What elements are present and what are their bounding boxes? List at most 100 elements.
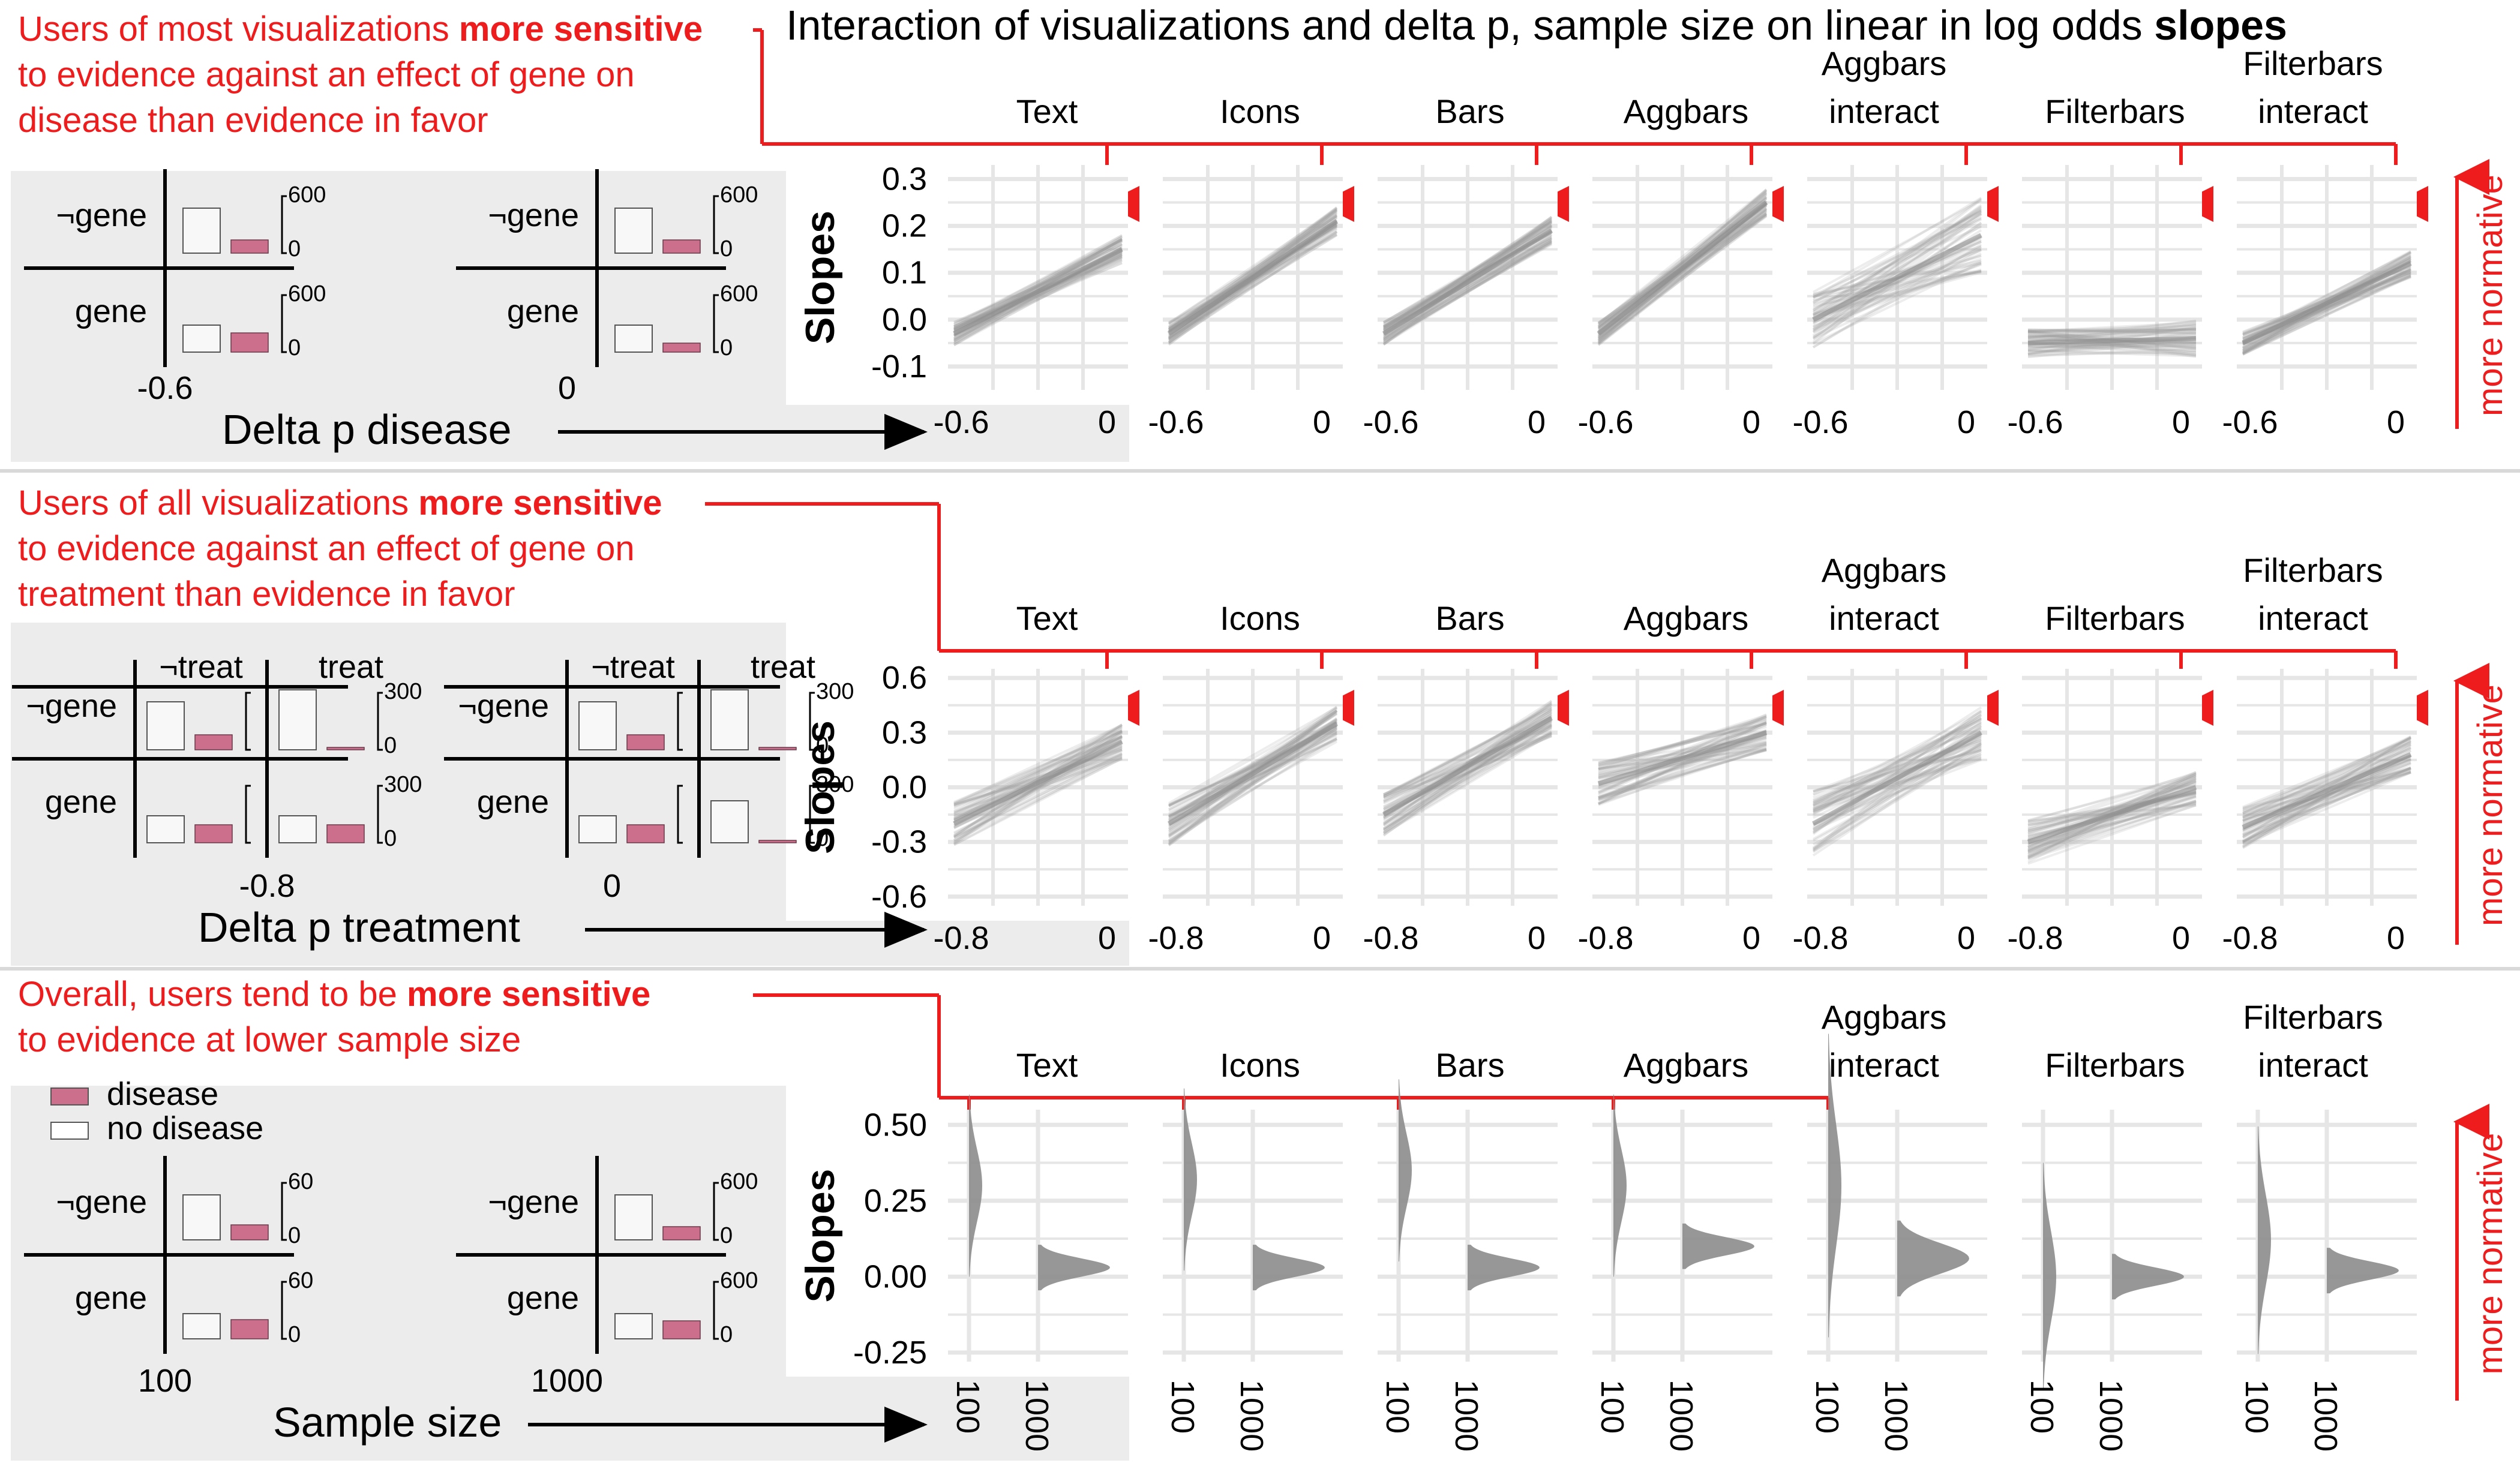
posterior-line [1382, 702, 1553, 813]
posterior-line [1168, 735, 1338, 844]
posterior-line [1813, 749, 1982, 796]
vis-label: Text [1016, 1046, 1078, 1084]
posterior-line [1168, 209, 1338, 331]
posterior-line [1598, 721, 1767, 767]
posterior-line [953, 737, 1123, 818]
posterior-line [953, 729, 1123, 805]
facet-bars: -0.8 0 [1363, 669, 1558, 956]
bar-disease [326, 824, 365, 843]
posterior-line [1813, 209, 1982, 304]
posterior-line [2242, 747, 2411, 822]
posterior-line [1382, 732, 1553, 836]
x-tick-label: -0.8 [2222, 920, 2278, 956]
x-tick-label: 1000 [1878, 1380, 1914, 1452]
posterior-line [1598, 749, 1767, 800]
posterior-line [1598, 719, 1767, 766]
posterior-line [2027, 319, 2197, 344]
posterior-line [2242, 738, 2411, 809]
posterior-line [2242, 274, 2411, 356]
matrix-col-label: 0 [603, 868, 621, 904]
posterior-line [2027, 345, 2197, 349]
posterior-line [2027, 327, 2197, 340]
posterior-line [1598, 720, 1767, 805]
posterior-line [2027, 791, 2197, 832]
bar-disease [194, 734, 233, 750]
vis-label: Aggbars [1624, 599, 1749, 637]
posterior-line [1598, 732, 1767, 798]
posterior-line [2027, 334, 2197, 338]
y-tick-label: 0.1 [882, 255, 927, 291]
posterior-line [1812, 208, 1982, 312]
x-tick-label: -0.8 [2007, 920, 2063, 956]
scale-bracket [677, 785, 683, 844]
posterior-line [2242, 767, 2411, 822]
x-tick-label: 1000 [2093, 1380, 2129, 1452]
posterior-line [1168, 223, 1338, 338]
mean-line [1597, 200, 1768, 336]
density-1000 [1253, 1245, 1325, 1291]
posterior-line [953, 730, 1123, 815]
posterior-line [1812, 248, 1982, 349]
posterior-line [953, 238, 1123, 325]
posterior-line [2027, 341, 2197, 349]
posterior-line [2027, 324, 2197, 333]
posterior-line [1598, 744, 1767, 798]
posterior-line [1383, 714, 1552, 796]
posterior-line [953, 725, 1123, 816]
vis-label: Text [1016, 599, 1078, 637]
posterior-line [1812, 204, 1982, 333]
posterior-line [1168, 740, 1337, 837]
y-tick-label: -0.3 [871, 824, 927, 860]
posterior-line [1382, 239, 1553, 346]
x-tick-label: -0.6 [2222, 404, 2278, 440]
posterior-line [1813, 753, 1982, 832]
posterior-line [2027, 780, 2197, 836]
posterior-line [1813, 710, 1982, 803]
posterior-line [1382, 241, 1553, 343]
posterior-line [2027, 792, 2197, 827]
vis-label: Filterbars [2243, 44, 2383, 82]
posterior-line [1168, 732, 1338, 837]
normative-label: more normative [2471, 1133, 2510, 1375]
x-tick-label: 100 [1379, 1380, 1415, 1434]
bar-disease [626, 824, 665, 843]
posterior-line [1813, 226, 1982, 299]
figure-title-prefix: Interaction of visualizations and delta … [786, 2, 2154, 49]
bar-disease [230, 332, 269, 353]
x-tick-label: -0.6 [1148, 404, 1204, 440]
posterior-line [2027, 343, 2197, 353]
posterior-line [1383, 724, 1552, 822]
posterior-line [953, 737, 1123, 820]
posterior-line [953, 243, 1123, 331]
posterior-line [2242, 758, 2411, 832]
posterior-line [1168, 208, 1338, 325]
scale-top: 600 [720, 182, 758, 208]
normative-label: more normative [2471, 175, 2510, 416]
scale-bracket [281, 1182, 287, 1241]
posterior-line [2027, 802, 2197, 854]
posterior-line [1382, 236, 1553, 340]
mean-line [1167, 721, 1339, 826]
y-tick-label: -0.25 [853, 1335, 927, 1371]
scale-bottom: 0 [720, 335, 733, 361]
x-tick-label: -0.8 [933, 920, 989, 956]
posterior-line [1813, 261, 1982, 345]
x-tick-label: 0 [2387, 404, 2405, 440]
bar-disease [230, 239, 269, 254]
posterior-line [1813, 743, 1982, 828]
posterior-line [1168, 214, 1338, 329]
posterior-line [1598, 721, 1767, 806]
posterior-line [1812, 731, 1982, 851]
posterior-line [953, 749, 1123, 828]
posterior-line [1382, 725, 1553, 834]
posterior-line [1598, 721, 1767, 768]
posterior-line [2027, 324, 2197, 351]
facet-text: -0.6 0 [933, 165, 1128, 440]
posterior-line [953, 726, 1123, 821]
posterior-line [2242, 758, 2411, 833]
posterior-line [1812, 748, 1982, 852]
posterior-line [2242, 737, 2412, 839]
posterior-line [953, 730, 1123, 806]
posterior-line [2027, 328, 2197, 334]
